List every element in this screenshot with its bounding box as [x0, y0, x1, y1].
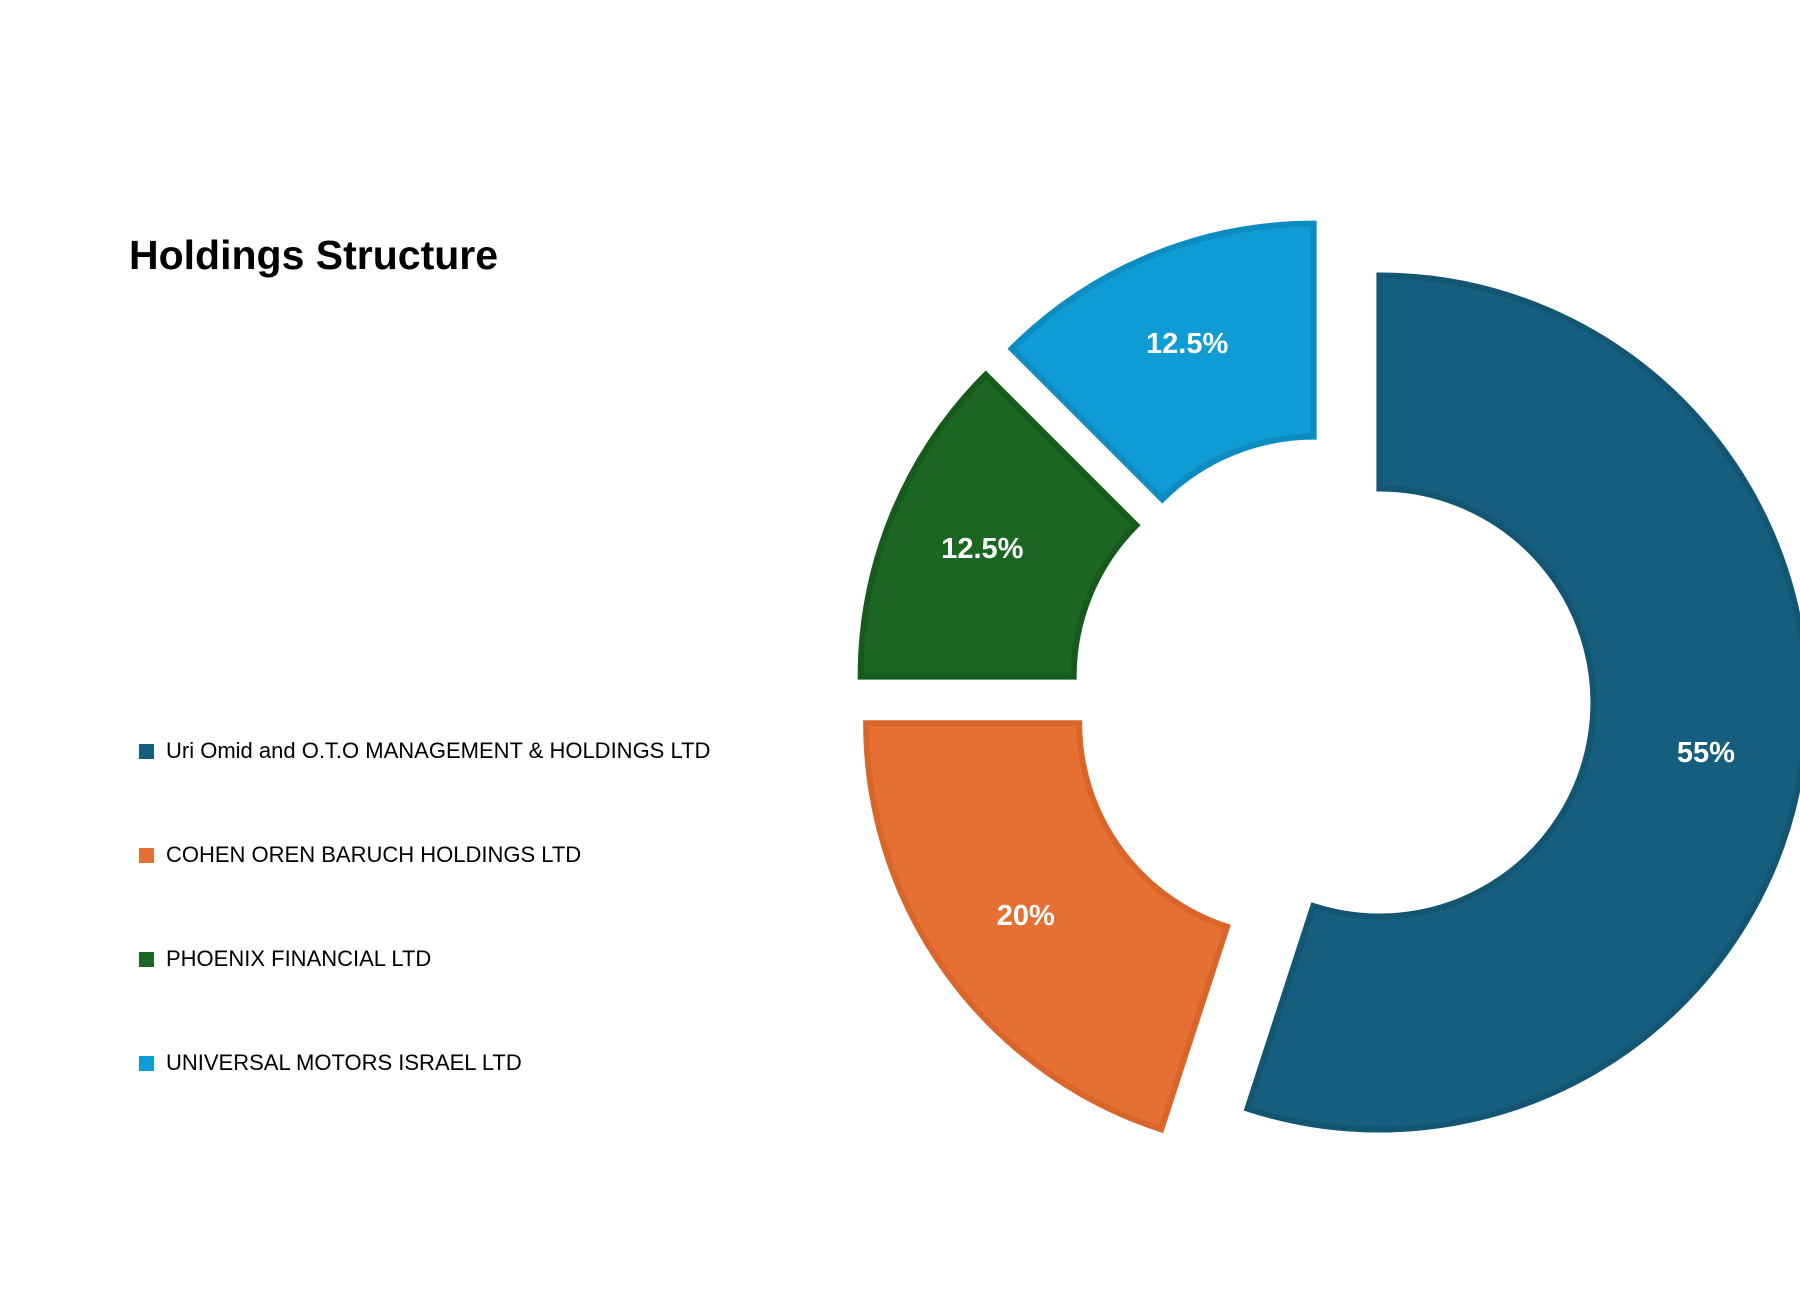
legend-label: PHOENIX FINANCIAL LTD	[166, 946, 432, 971]
legend-swatch	[139, 1056, 154, 1071]
legend-label: Uri Omid and O.T.O MANAGEMENT & HOLDINGS…	[166, 738, 711, 763]
legend-label: UNIVERSAL MOTORS ISRAEL LTD	[166, 1050, 522, 1075]
legend-item[interactable]: UNIVERSAL MOTORS ISRAEL LTD	[139, 1050, 710, 1154]
legend-item[interactable]: COHEN OREN BARUCH HOLDINGS LTD	[139, 842, 710, 946]
slice-value-label: 20%	[997, 900, 1055, 932]
legend-item[interactable]: Uri Omid and O.T.O MANAGEMENT & HOLDINGS…	[139, 738, 710, 842]
legend-swatch	[139, 952, 154, 967]
donut-slice[interactable]	[857, 370, 1141, 680]
chart-title: Holdings Structure	[129, 232, 499, 278]
legend-swatch	[139, 744, 154, 759]
donut-slice[interactable]	[863, 720, 1231, 1134]
slice-value-label: 55%	[1677, 737, 1735, 769]
legend-item[interactable]: PHOENIX FINANCIAL LTD	[139, 946, 710, 1050]
donut-slice[interactable]	[1007, 220, 1317, 504]
donut-slice[interactable]	[1243, 272, 1800, 1133]
slice-value-label: 12.5%	[941, 533, 1023, 565]
legend-label: COHEN OREN BARUCH HOLDINGS LTD	[166, 842, 582, 867]
legend: Uri Omid and O.T.O MANAGEMENT & HOLDINGS…	[139, 738, 710, 1154]
legend-swatch	[139, 848, 154, 863]
slice-value-label: 12.5%	[1146, 328, 1228, 360]
